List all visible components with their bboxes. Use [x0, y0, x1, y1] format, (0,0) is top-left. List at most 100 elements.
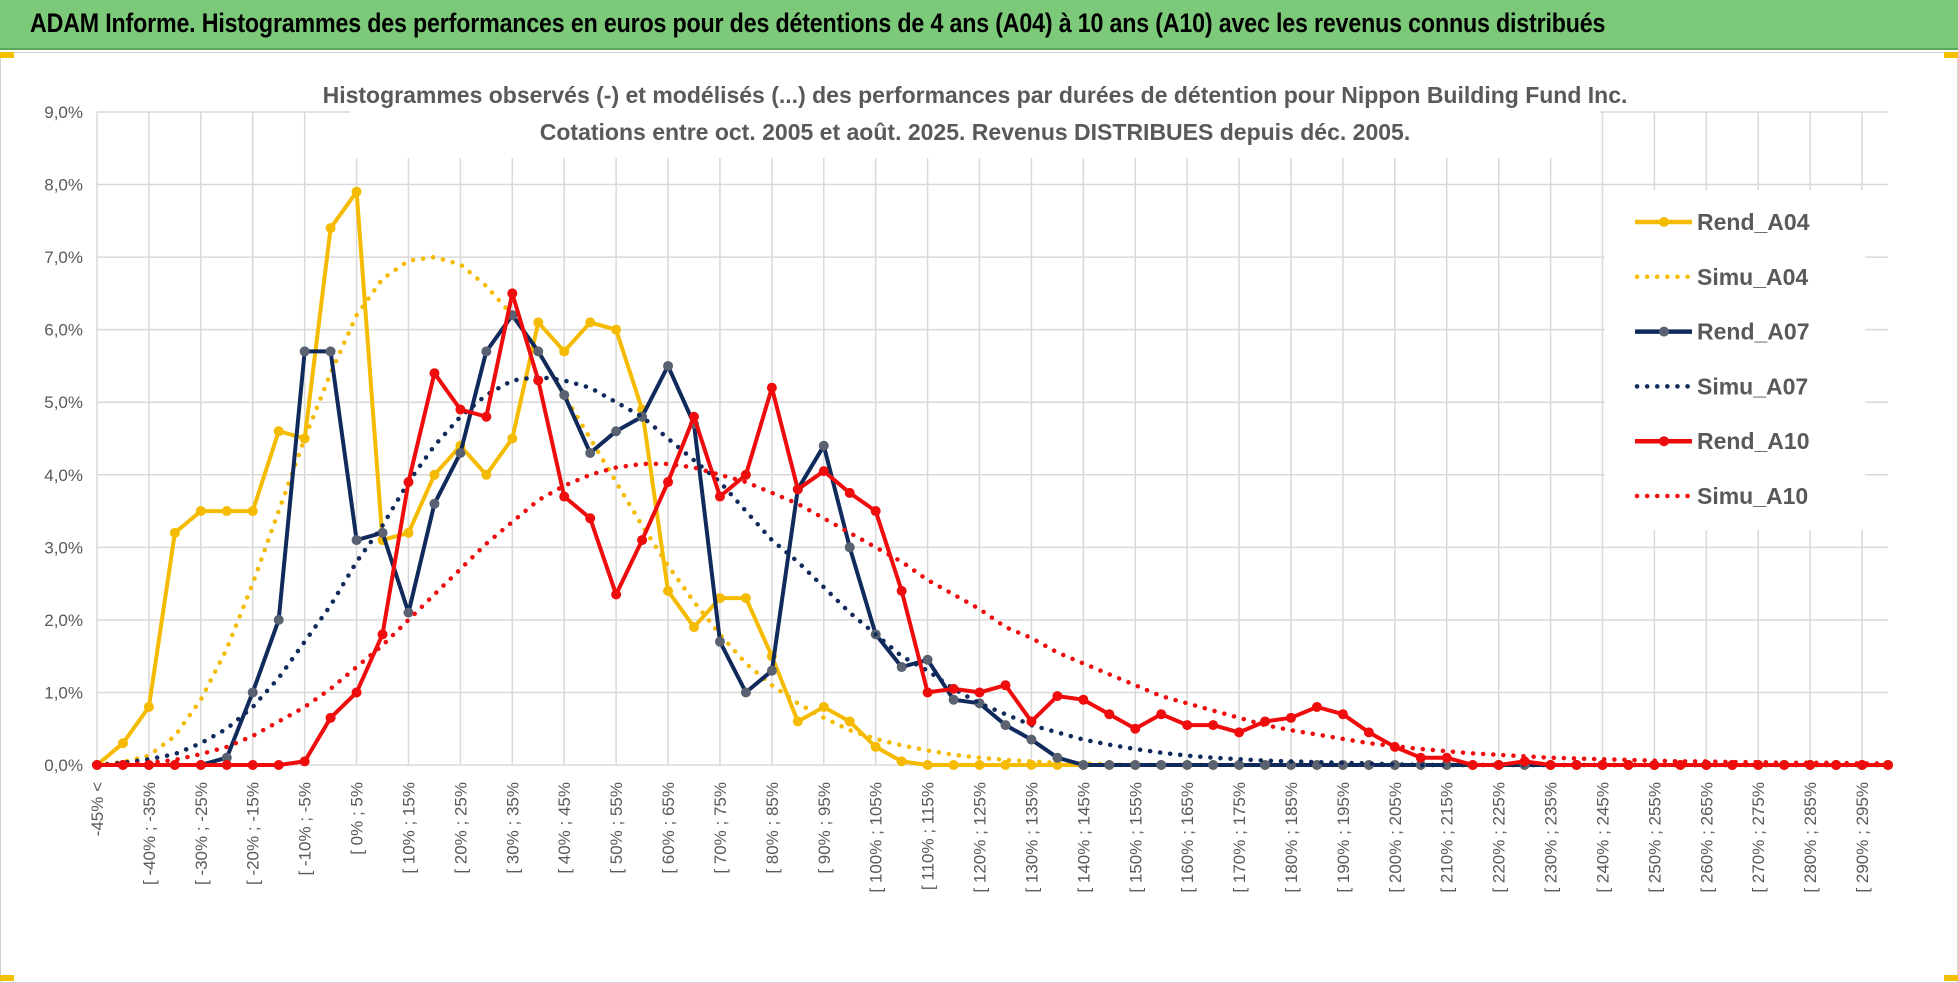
data-point — [818, 466, 829, 477]
y-tick-label: 1,0% — [44, 683, 83, 702]
data-point — [1415, 752, 1426, 763]
legend-item-Rend_A04: Rend_A04 — [1635, 209, 1810, 235]
x-tick-label: [ 270% ; 275% — [1749, 782, 1768, 893]
data-point — [740, 469, 751, 480]
legend-label: Rend_A04 — [1697, 209, 1810, 235]
data-point — [1467, 760, 1478, 770]
y-tick-label: 4,0% — [44, 466, 83, 485]
data-point — [870, 506, 881, 517]
data-point — [1130, 723, 1141, 734]
data-point — [1311, 701, 1322, 712]
data-point — [247, 506, 258, 517]
x-tick-label: [ 0% ; 5% — [348, 782, 367, 855]
data-point — [663, 360, 674, 371]
data-point — [974, 760, 985, 770]
data-point — [844, 716, 855, 727]
data-point — [247, 687, 258, 698]
legend-item-Simu_A10: Simu_A10 — [1634, 483, 1808, 509]
data-point — [1260, 760, 1271, 770]
x-tick-label: [ 100% ; 105% — [867, 782, 886, 893]
data-point — [429, 368, 440, 379]
data-point — [247, 760, 258, 770]
legend-label: Simu_A07 — [1697, 373, 1808, 399]
data-point — [273, 760, 284, 770]
data-point — [221, 752, 232, 763]
data-point — [896, 585, 907, 596]
legend-label: Rend_A07 — [1697, 319, 1809, 345]
x-tick-label: [ 210% ; 215% — [1438, 782, 1457, 893]
data-point — [611, 324, 622, 335]
data-point — [325, 712, 336, 723]
x-axis: -45% < [ -40% ; -35% [ -30% ; -25% [ -20% ;… — [88, 782, 1872, 893]
legend-marker — [1659, 326, 1669, 337]
data-point — [689, 622, 699, 633]
data-point — [299, 756, 310, 767]
legend-marker — [1659, 217, 1669, 227]
data-point — [585, 448, 596, 459]
x-tick-label: [ 120% ; 125% — [971, 782, 990, 893]
data-point — [818, 701, 829, 712]
data-point — [559, 491, 570, 502]
legend-label: Rend_A10 — [1697, 428, 1809, 454]
data-point — [325, 223, 336, 234]
data-point — [351, 535, 362, 546]
series-line-Simu_A04 — [94, 254, 1891, 768]
data-point — [740, 687, 751, 698]
x-tick-label: [ 20% ; 25% — [451, 782, 470, 874]
data-point — [455, 404, 466, 415]
data-point — [1649, 760, 1660, 770]
data-point — [1000, 720, 1011, 731]
data-point — [637, 535, 648, 546]
data-point — [403, 527, 414, 538]
data-point — [351, 687, 362, 698]
x-tick-label: [ 180% ; 185% — [1282, 782, 1301, 893]
data-point — [559, 389, 570, 400]
data-point — [948, 683, 959, 694]
x-tick-label: [ 110% ; 115% — [919, 782, 938, 890]
data-point — [870, 741, 881, 752]
data-point — [1519, 756, 1530, 767]
data-point — [792, 716, 803, 727]
data-point — [403, 477, 414, 488]
data-point — [1675, 760, 1686, 770]
legend-marker — [1659, 436, 1669, 447]
chart-series — [92, 186, 1893, 770]
data-point — [1156, 709, 1167, 720]
data-point — [481, 469, 492, 480]
data-point — [273, 426, 284, 437]
y-tick-label: 8,0% — [44, 176, 83, 195]
data-point — [533, 375, 544, 386]
data-point — [169, 527, 180, 538]
data-point — [559, 346, 570, 357]
data-point — [948, 694, 959, 705]
data-point — [403, 607, 414, 618]
data-point — [273, 614, 284, 625]
data-point — [1441, 760, 1452, 770]
data-point — [792, 484, 803, 495]
legend-item-Rend_A07: Rend_A07 — [1635, 319, 1809, 345]
data-point — [922, 760, 933, 770]
x-tick-label: [ 170% ; 175% — [1230, 782, 1249, 893]
data-point — [507, 288, 518, 299]
data-point — [481, 346, 492, 357]
data-point — [585, 513, 596, 524]
x-tick-label: [ 30% ; 35% — [503, 782, 522, 874]
data-point — [1234, 760, 1245, 770]
data-point — [325, 346, 336, 357]
legend-label: Simu_A10 — [1697, 483, 1808, 509]
data-point — [533, 317, 544, 328]
corner-marker — [0, 975, 14, 981]
data-point — [1208, 720, 1219, 731]
data-point — [714, 593, 725, 604]
x-tick-label: [ 150% ; 155% — [1126, 782, 1145, 893]
corner-marker — [0, 52, 14, 58]
x-tick-label: [ 290% ; 295% — [1853, 782, 1872, 893]
chart-title: Histogrammes observés (-) et modélisés (… — [323, 82, 1628, 108]
chart-grid — [96, 111, 1888, 766]
data-point — [1597, 760, 1608, 770]
data-point — [195, 506, 206, 517]
data-point — [1337, 709, 1348, 720]
x-tick-label: [ 40% ; 45% — [555, 782, 574, 874]
data-point — [1052, 691, 1063, 702]
